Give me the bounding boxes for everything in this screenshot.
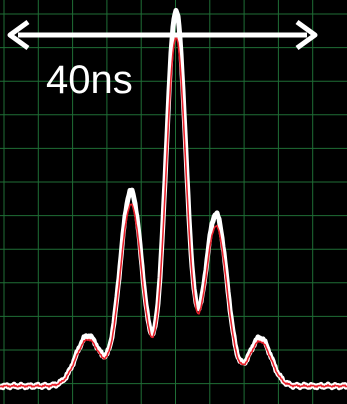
scale-label: 40ns (46, 58, 133, 102)
page: {"annotation": {"label": "40ns"}} 40ns (… (0, 0, 347, 404)
oscilloscope-screen: 40ns (0, 0, 347, 404)
